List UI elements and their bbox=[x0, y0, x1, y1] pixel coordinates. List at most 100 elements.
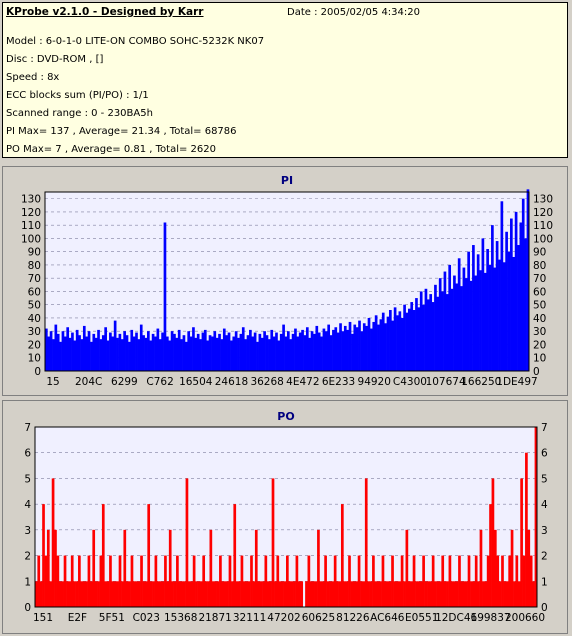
bar bbox=[317, 332, 321, 371]
bar bbox=[85, 336, 89, 371]
x-tick-label: 47202 bbox=[267, 612, 300, 624]
bar bbox=[496, 555, 500, 607]
bar bbox=[89, 581, 93, 607]
bar bbox=[315, 325, 319, 371]
bar bbox=[168, 340, 172, 371]
app-title: KProbe v2.1.0 - Designed by Karr bbox=[6, 6, 204, 18]
bar bbox=[161, 581, 165, 607]
bar bbox=[510, 218, 513, 371]
bar bbox=[295, 555, 299, 607]
bar bbox=[403, 304, 406, 371]
bar bbox=[445, 294, 449, 371]
bar bbox=[431, 555, 435, 607]
bar bbox=[228, 555, 232, 607]
bar bbox=[192, 327, 195, 371]
bar bbox=[49, 581, 53, 607]
bar bbox=[508, 555, 512, 607]
bar bbox=[486, 249, 489, 371]
bar bbox=[317, 529, 320, 607]
bar bbox=[358, 320, 361, 371]
y-tick-label-left: 7 bbox=[24, 422, 31, 434]
bar bbox=[308, 337, 312, 371]
bar bbox=[90, 341, 93, 371]
y-tick-label-right: 30 bbox=[533, 326, 546, 338]
bar bbox=[260, 337, 264, 371]
bar bbox=[386, 316, 390, 371]
bar bbox=[446, 581, 449, 607]
x-tick-label: C4300 bbox=[393, 376, 427, 388]
bar bbox=[412, 310, 416, 371]
bar bbox=[517, 245, 520, 371]
bar bbox=[118, 333, 122, 371]
bar bbox=[334, 327, 338, 371]
bar bbox=[215, 337, 219, 371]
bar bbox=[78, 555, 81, 607]
bar bbox=[161, 332, 164, 371]
po-chart-panel: PO 0 0 1 1 2 2 3 3 4 4 5 5 6 6 7 7 151 E2F 5F51 C023 15368 218… bbox=[2, 400, 568, 634]
bar bbox=[372, 321, 376, 371]
bar bbox=[265, 335, 269, 371]
bar bbox=[381, 555, 385, 607]
bar bbox=[63, 336, 67, 371]
bar bbox=[365, 325, 368, 371]
bar bbox=[144, 337, 148, 371]
bar bbox=[199, 339, 202, 371]
bar bbox=[462, 581, 466, 607]
bar bbox=[484, 581, 488, 607]
pi-summary-line: PI Max= 137 , Average= 21.34 , Total= 68… bbox=[6, 126, 237, 137]
bar bbox=[203, 329, 207, 371]
bar bbox=[377, 324, 380, 371]
bar bbox=[183, 581, 186, 607]
bar bbox=[219, 555, 222, 607]
y-tick-label-right: 60 bbox=[533, 286, 546, 298]
bar bbox=[116, 581, 119, 607]
bar bbox=[101, 504, 105, 607]
y-tick-label-left: 1 bbox=[24, 576, 31, 588]
bar bbox=[166, 581, 170, 607]
bar bbox=[94, 581, 98, 607]
y-tick-label-left: 0 bbox=[24, 602, 31, 614]
bar bbox=[289, 339, 293, 371]
bar bbox=[307, 555, 311, 607]
bar bbox=[46, 529, 50, 607]
bar bbox=[389, 310, 392, 371]
bar bbox=[220, 339, 224, 371]
bar bbox=[521, 198, 525, 371]
bar bbox=[239, 333, 243, 371]
bar bbox=[194, 337, 198, 371]
y-tick-label-right: 2 bbox=[541, 551, 548, 563]
bar bbox=[187, 331, 191, 371]
plot-border bbox=[34, 426, 538, 608]
bar bbox=[68, 337, 72, 371]
bar bbox=[246, 335, 250, 371]
bar bbox=[501, 555, 504, 607]
bar bbox=[68, 581, 72, 607]
bar bbox=[152, 581, 155, 607]
bar bbox=[345, 581, 349, 607]
x-tick-label: 21871 bbox=[198, 612, 231, 624]
y-tick-label-right: 0 bbox=[533, 366, 540, 378]
bar bbox=[532, 581, 535, 607]
bar bbox=[386, 581, 390, 607]
bar bbox=[393, 307, 397, 371]
bar bbox=[240, 555, 244, 607]
y-tick-label-right: 10 bbox=[533, 353, 546, 365]
bar bbox=[282, 324, 285, 371]
y-tick-label-right: 130 bbox=[533, 194, 553, 206]
bar bbox=[238, 581, 241, 607]
bar bbox=[226, 581, 229, 607]
bar bbox=[54, 324, 58, 371]
bar bbox=[137, 339, 141, 371]
bar bbox=[61, 581, 64, 607]
bar bbox=[427, 581, 430, 607]
bar bbox=[254, 529, 258, 607]
bar bbox=[71, 332, 74, 371]
bar bbox=[422, 555, 425, 607]
scanned-range-line: Scanned range : 0 - 230BA5h bbox=[6, 108, 153, 119]
bar bbox=[393, 581, 397, 607]
bar bbox=[51, 478, 55, 607]
y-tick-label-left: 30 bbox=[28, 326, 41, 338]
bar bbox=[320, 336, 323, 371]
y-tick-label-right: 6 bbox=[541, 448, 548, 460]
bar bbox=[73, 340, 77, 371]
